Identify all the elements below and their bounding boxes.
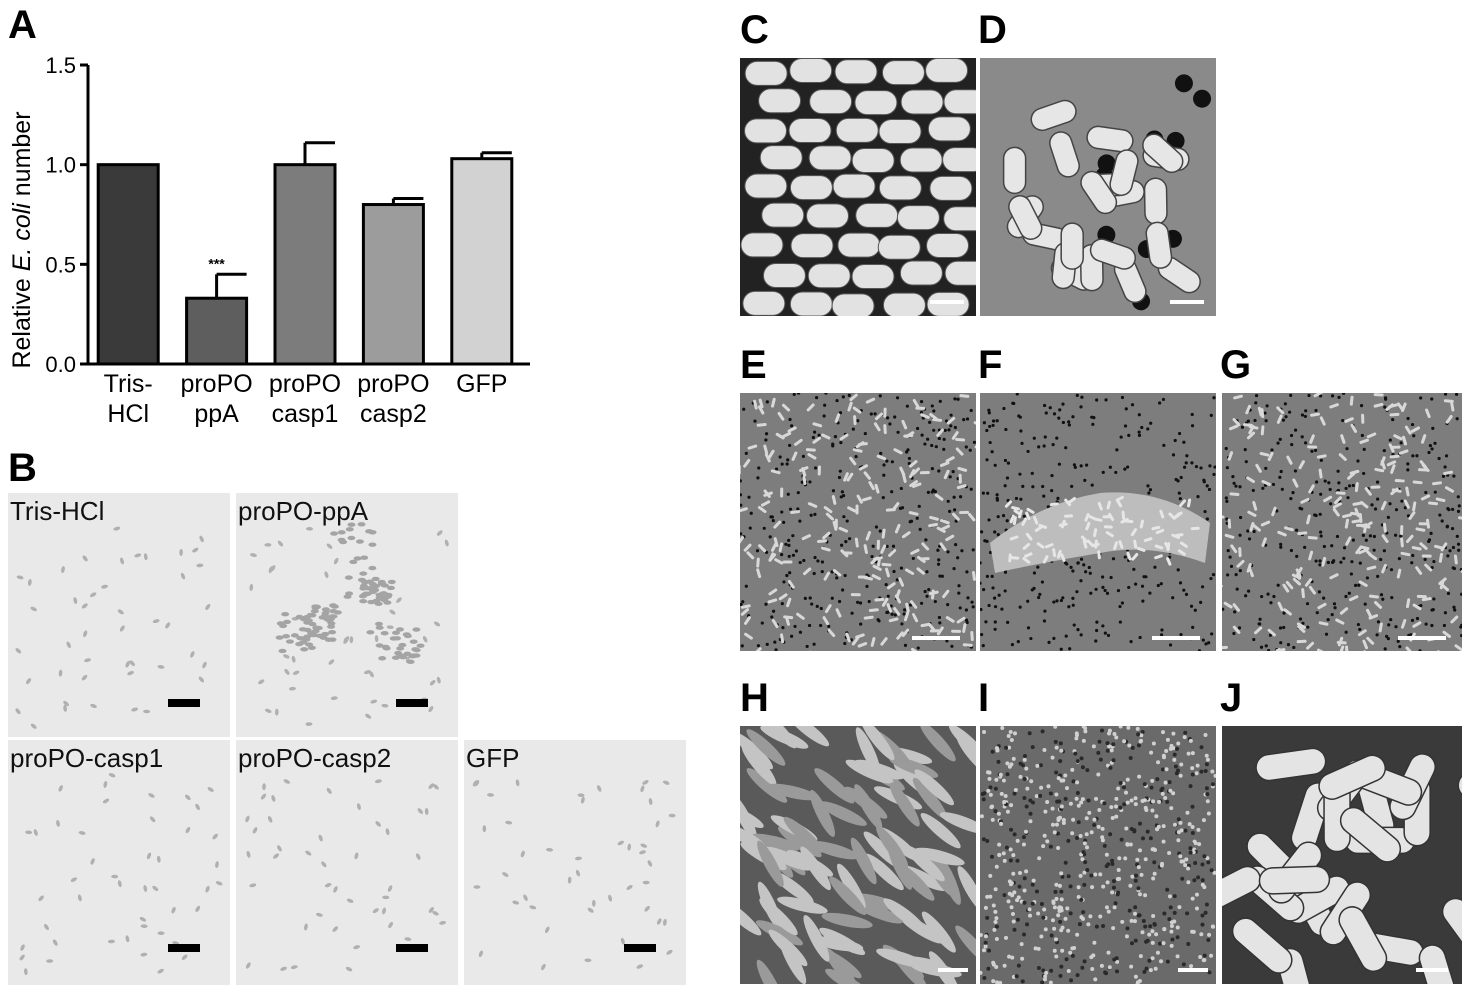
x-tick-label: GFP bbox=[456, 370, 507, 398]
significance-label: *** bbox=[208, 255, 225, 271]
panel-label-j: J bbox=[1220, 676, 1243, 720]
x-tick-label: casp2 bbox=[360, 400, 427, 428]
micrograph-gfp: GFP bbox=[464, 740, 686, 985]
sem-image-e bbox=[740, 393, 976, 651]
scale-bar-c bbox=[930, 300, 964, 304]
micrograph-label: proPO-casp2 bbox=[238, 743, 392, 773]
x-tick-label: Tris- bbox=[104, 370, 153, 398]
micrograph-propo-casp1: proPO-casp1 bbox=[8, 740, 230, 985]
micrograph-label: proPO-ppA bbox=[238, 496, 369, 526]
sem-image-d bbox=[980, 58, 1216, 316]
y-tick-label: 1.5 bbox=[45, 53, 76, 78]
micrograph-label: Tris-HCl bbox=[10, 496, 105, 526]
x-tick-label: proPO bbox=[269, 370, 341, 398]
scale-bar bbox=[396, 944, 428, 952]
y-axis-label: Relative E. coli number bbox=[8, 111, 36, 368]
micrograph-tris-hcl: Tris-HCl bbox=[8, 493, 230, 737]
bar-1 bbox=[185, 296, 249, 366]
x-tick-label: proPO bbox=[180, 370, 252, 398]
x-tick-label: HCl bbox=[107, 400, 149, 428]
x-tick-label: casp1 bbox=[272, 400, 339, 428]
sem-image-j bbox=[1222, 726, 1462, 984]
y-tick-label: 1.0 bbox=[45, 153, 76, 178]
micrograph-label: GFP bbox=[466, 743, 520, 773]
scale-bar-g bbox=[1398, 636, 1446, 640]
sem-image-i bbox=[980, 726, 1216, 984]
scale-bar-e bbox=[912, 636, 960, 640]
micrograph-label: proPO-casp1 bbox=[10, 743, 164, 773]
panel-label-b: B bbox=[8, 446, 37, 490]
scale-bar-f bbox=[1152, 636, 1200, 640]
scale-bar bbox=[168, 944, 200, 952]
bar-3 bbox=[361, 203, 425, 366]
bar-2 bbox=[273, 163, 337, 366]
scale-bar-j bbox=[1416, 968, 1448, 972]
bar-4 bbox=[450, 157, 514, 366]
sem-image-h bbox=[740, 726, 976, 984]
scale-bar-d bbox=[1170, 300, 1204, 304]
scale-bar bbox=[168, 699, 200, 707]
scale-bar bbox=[624, 944, 656, 952]
panel-label-f: F bbox=[978, 343, 1003, 387]
bar-chart: Relative E. coli number 0.0 0.5 1.0 1.5 Tris… bbox=[8, 53, 530, 428]
sem-image-f bbox=[980, 393, 1216, 651]
panel-label-e: E bbox=[740, 343, 767, 387]
y-tick-label: 0.5 bbox=[45, 252, 76, 277]
sem-image-g bbox=[1222, 393, 1462, 651]
panel-label-d: D bbox=[978, 8, 1007, 52]
x-tick-label: ppA bbox=[194, 400, 239, 428]
sem-image-c bbox=[740, 58, 976, 316]
scale-bar-h bbox=[938, 968, 968, 972]
x-tick-label: proPO bbox=[357, 370, 429, 398]
scale-bar bbox=[396, 699, 428, 707]
scale-bar-i bbox=[1178, 968, 1208, 972]
panel-label-i: I bbox=[978, 676, 990, 720]
panel-label-h: H bbox=[740, 676, 769, 720]
micrograph-propo-casp2: proPO-casp2 bbox=[236, 740, 458, 985]
panel-label-a: A bbox=[8, 3, 37, 47]
panel-label-c: C bbox=[740, 8, 769, 52]
y-tick-label: 0.0 bbox=[45, 352, 76, 377]
micrograph-propo-ppa: proPO-ppA bbox=[236, 493, 458, 737]
bar-0 bbox=[96, 163, 160, 366]
panel-label-g: G bbox=[1220, 343, 1252, 387]
